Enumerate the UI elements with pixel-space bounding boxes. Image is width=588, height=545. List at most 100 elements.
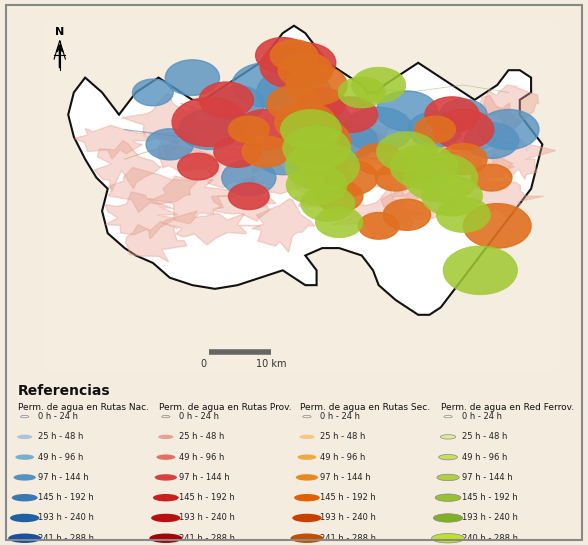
Polygon shape bbox=[149, 116, 265, 161]
Circle shape bbox=[304, 162, 352, 193]
Circle shape bbox=[395, 151, 442, 182]
Polygon shape bbox=[186, 146, 270, 188]
Text: 241 h - 288 h: 241 h - 288 h bbox=[38, 534, 94, 543]
Polygon shape bbox=[68, 26, 542, 315]
Text: 49 h - 96 h: 49 h - 96 h bbox=[320, 453, 366, 462]
Polygon shape bbox=[162, 211, 260, 245]
Circle shape bbox=[415, 116, 456, 143]
Circle shape bbox=[471, 165, 512, 191]
Circle shape bbox=[444, 415, 452, 418]
Circle shape bbox=[296, 474, 318, 481]
Circle shape bbox=[153, 494, 179, 501]
Text: 25 h - 48 h: 25 h - 48 h bbox=[38, 432, 83, 441]
Polygon shape bbox=[122, 93, 195, 159]
Circle shape bbox=[15, 455, 34, 460]
Polygon shape bbox=[108, 167, 198, 213]
Polygon shape bbox=[219, 121, 310, 159]
Circle shape bbox=[283, 126, 350, 170]
Circle shape bbox=[375, 165, 416, 191]
Circle shape bbox=[146, 129, 193, 160]
Circle shape bbox=[14, 474, 36, 481]
Circle shape bbox=[323, 160, 377, 196]
Circle shape bbox=[156, 455, 175, 460]
Polygon shape bbox=[435, 148, 515, 189]
Text: Perm. de agua en Rutas Nac.: Perm. de agua en Rutas Nac. bbox=[18, 403, 149, 412]
Circle shape bbox=[440, 99, 487, 130]
Circle shape bbox=[214, 136, 261, 167]
Circle shape bbox=[383, 199, 430, 231]
Circle shape bbox=[165, 60, 219, 95]
Circle shape bbox=[408, 112, 462, 147]
Text: 97 h - 144 h: 97 h - 144 h bbox=[462, 473, 512, 482]
Circle shape bbox=[151, 514, 181, 522]
Circle shape bbox=[440, 435, 456, 439]
Text: 241 h - 288 h: 241 h - 288 h bbox=[320, 534, 376, 543]
Text: 145 h - 192 h: 145 h - 192 h bbox=[462, 493, 517, 502]
Circle shape bbox=[465, 123, 519, 159]
Circle shape bbox=[436, 197, 490, 233]
Text: 0 h - 24 h: 0 h - 24 h bbox=[462, 412, 502, 421]
Text: 145 h - 192 h: 145 h - 192 h bbox=[38, 493, 94, 502]
Text: 0 h - 24 h: 0 h - 24 h bbox=[179, 412, 219, 421]
Circle shape bbox=[256, 38, 310, 73]
Polygon shape bbox=[455, 182, 543, 220]
Circle shape bbox=[292, 102, 353, 142]
Text: 97 h - 144 h: 97 h - 144 h bbox=[38, 473, 89, 482]
Text: N: N bbox=[55, 27, 64, 37]
Circle shape bbox=[403, 153, 478, 202]
Polygon shape bbox=[318, 132, 435, 169]
Circle shape bbox=[422, 176, 483, 216]
Polygon shape bbox=[46, 19, 559, 374]
Circle shape bbox=[12, 494, 38, 501]
Circle shape bbox=[303, 415, 311, 418]
Circle shape bbox=[199, 82, 253, 118]
Text: 193 h - 240 h: 193 h - 240 h bbox=[179, 513, 235, 523]
Circle shape bbox=[222, 160, 276, 196]
Circle shape bbox=[338, 77, 386, 108]
Circle shape bbox=[286, 65, 347, 105]
Circle shape bbox=[172, 98, 246, 147]
Circle shape bbox=[275, 43, 336, 83]
Circle shape bbox=[355, 143, 402, 175]
Circle shape bbox=[17, 435, 32, 439]
Polygon shape bbox=[484, 85, 539, 131]
Circle shape bbox=[229, 116, 269, 143]
Circle shape bbox=[323, 97, 377, 132]
Circle shape bbox=[270, 40, 318, 71]
Text: 25 h - 48 h: 25 h - 48 h bbox=[320, 432, 366, 441]
Circle shape bbox=[257, 68, 331, 117]
Circle shape bbox=[443, 246, 517, 295]
Circle shape bbox=[275, 102, 336, 142]
Circle shape bbox=[352, 67, 406, 103]
Circle shape bbox=[8, 534, 41, 543]
Polygon shape bbox=[252, 198, 315, 252]
Circle shape bbox=[179, 110, 240, 149]
Polygon shape bbox=[373, 156, 441, 202]
Circle shape bbox=[433, 514, 463, 522]
Circle shape bbox=[235, 110, 296, 149]
Circle shape bbox=[259, 143, 306, 175]
Polygon shape bbox=[492, 136, 556, 179]
Text: 0 h - 24 h: 0 h - 24 h bbox=[38, 412, 78, 421]
Circle shape bbox=[437, 474, 459, 481]
Circle shape bbox=[229, 183, 269, 209]
Circle shape bbox=[132, 79, 173, 106]
Polygon shape bbox=[420, 121, 503, 160]
Circle shape bbox=[285, 142, 359, 191]
Polygon shape bbox=[285, 126, 366, 176]
Polygon shape bbox=[465, 95, 522, 145]
Text: 10 km: 10 km bbox=[256, 359, 287, 370]
Circle shape bbox=[299, 435, 315, 439]
Text: Perm. de agua en Rutas Sec.: Perm. de agua en Rutas Sec. bbox=[300, 403, 430, 412]
Circle shape bbox=[376, 132, 437, 172]
Circle shape bbox=[432, 534, 465, 543]
Circle shape bbox=[463, 204, 531, 248]
Circle shape bbox=[295, 141, 349, 177]
Text: Referencias: Referencias bbox=[18, 385, 111, 398]
Circle shape bbox=[376, 91, 437, 131]
Text: 97 h - 144 h: 97 h - 144 h bbox=[320, 473, 371, 482]
Circle shape bbox=[278, 52, 332, 88]
Circle shape bbox=[358, 213, 399, 239]
Circle shape bbox=[211, 86, 265, 122]
Polygon shape bbox=[151, 146, 232, 171]
